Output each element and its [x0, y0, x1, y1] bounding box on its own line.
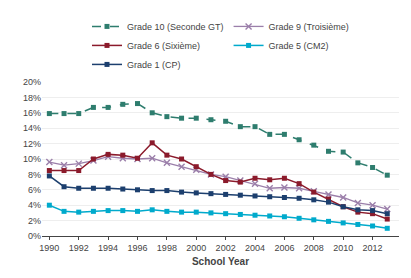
svg-text:14%: 14% [23, 123, 41, 133]
svg-text:16%: 16% [23, 108, 41, 118]
svg-text:1994: 1994 [98, 243, 118, 253]
svg-text:Grade 1 (CP): Grade 1 (CP) [127, 60, 181, 70]
svg-text:2012: 2012 [363, 243, 383, 253]
svg-text:2010: 2010 [333, 243, 353, 253]
svg-text:Grade 10 (Seconde GT): Grade 10 (Seconde GT) [127, 22, 224, 32]
svg-text:8%: 8% [28, 170, 41, 180]
svg-text:Grade 9 (Troisième): Grade 9 (Troisième) [269, 22, 349, 32]
svg-text:Grade 5 (CM2): Grade 5 (CM2) [269, 41, 329, 51]
svg-text:2006: 2006 [274, 243, 294, 253]
svg-text:1998: 1998 [157, 243, 177, 253]
svg-text:1992: 1992 [69, 243, 89, 253]
svg-text:2004: 2004 [245, 243, 265, 253]
svg-text:1990: 1990 [39, 243, 59, 253]
svg-text:School Year: School Year [192, 256, 249, 267]
svg-text:2%: 2% [28, 216, 41, 226]
svg-text:2002: 2002 [216, 243, 236, 253]
svg-text:20%: 20% [23, 77, 41, 87]
svg-text:4%: 4% [28, 200, 41, 210]
svg-text:2008: 2008 [304, 243, 324, 253]
svg-text:0%: 0% [28, 231, 41, 241]
svg-text:6%: 6% [28, 185, 41, 195]
svg-text:12%: 12% [23, 139, 41, 149]
svg-text:2000: 2000 [186, 243, 206, 253]
svg-text:Grade 6 (Sixième): Grade 6 (Sixième) [127, 41, 200, 51]
svg-text:10%: 10% [23, 154, 41, 164]
svg-text:1996: 1996 [127, 243, 147, 253]
svg-text:18%: 18% [23, 93, 41, 103]
